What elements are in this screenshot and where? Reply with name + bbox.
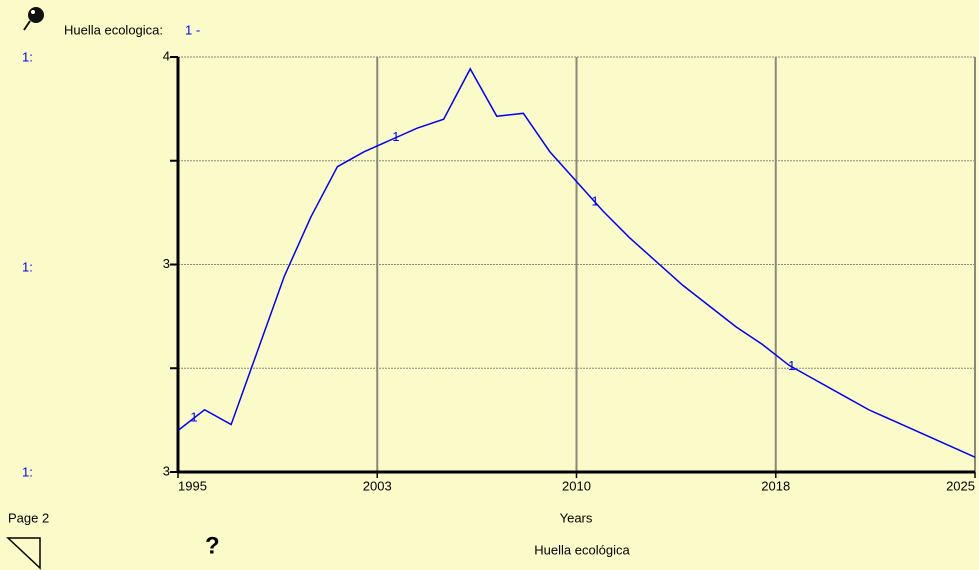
series-label: 1 xyxy=(788,358,795,373)
y-tick-label: 4 xyxy=(163,48,170,63)
pin-icon[interactable] xyxy=(23,7,44,31)
axis-series-label: 1: xyxy=(22,49,33,64)
x-tick-label: 1995 xyxy=(178,478,207,493)
legend-marker: 1 - xyxy=(185,22,200,37)
axis-series-label: 1: xyxy=(22,259,33,274)
series-label: 1 xyxy=(190,409,197,424)
page-label: Page 2 xyxy=(8,510,49,525)
x-tick-label: 2025 xyxy=(946,478,975,493)
x-tick-label: 2018 xyxy=(761,478,790,493)
y-tick-label: 3 xyxy=(163,463,170,478)
series-label: 1 xyxy=(591,194,598,209)
series-label: 1 xyxy=(392,129,399,144)
x-tick-label: 2010 xyxy=(562,478,591,493)
chart-title: Huella ecológica xyxy=(534,542,630,557)
series-line xyxy=(177,67,976,458)
page-turn[interactable] xyxy=(6,537,41,570)
axis-series-label: 1: xyxy=(22,464,33,479)
help-button[interactable]: ? xyxy=(205,532,220,559)
x-tick-label: 2003 xyxy=(363,478,392,493)
y-tick-label: 3 xyxy=(163,256,170,271)
legend-name: Huella ecologica: xyxy=(64,22,163,37)
x-axis-label: Years xyxy=(560,510,593,525)
